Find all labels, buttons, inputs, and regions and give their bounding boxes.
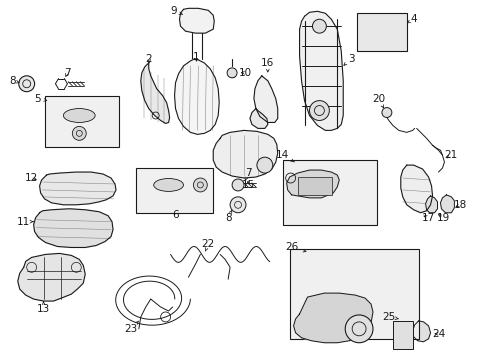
Polygon shape <box>174 59 219 134</box>
FancyBboxPatch shape <box>44 96 119 147</box>
Text: 24: 24 <box>431 329 444 339</box>
Text: 14: 14 <box>276 150 294 162</box>
FancyBboxPatch shape <box>289 249 418 339</box>
Text: 7: 7 <box>64 68 71 78</box>
Text: 20: 20 <box>372 94 385 108</box>
Text: 26: 26 <box>285 243 305 252</box>
Polygon shape <box>253 76 277 122</box>
Text: 10: 10 <box>238 68 251 78</box>
Text: 8: 8 <box>224 210 231 223</box>
Text: 1: 1 <box>193 52 199 62</box>
Polygon shape <box>179 8 214 33</box>
Circle shape <box>381 108 391 117</box>
Polygon shape <box>412 321 429 342</box>
Polygon shape <box>425 196 437 213</box>
Text: 17: 17 <box>421 213 434 223</box>
FancyBboxPatch shape <box>282 160 376 225</box>
Polygon shape <box>249 109 267 129</box>
Text: 8: 8 <box>9 76 19 86</box>
Circle shape <box>232 179 244 191</box>
Polygon shape <box>286 170 339 198</box>
Polygon shape <box>440 195 453 213</box>
Polygon shape <box>293 293 372 343</box>
Polygon shape <box>34 209 113 247</box>
Circle shape <box>312 19 325 33</box>
FancyBboxPatch shape <box>297 177 332 195</box>
FancyBboxPatch shape <box>356 13 406 51</box>
Text: 19: 19 <box>436 213 449 223</box>
Circle shape <box>345 315 372 343</box>
Polygon shape <box>40 172 116 205</box>
Circle shape <box>309 100 328 121</box>
Text: 22: 22 <box>201 239 214 251</box>
Polygon shape <box>18 253 85 301</box>
Text: 23: 23 <box>124 321 139 334</box>
Ellipse shape <box>63 109 95 122</box>
Ellipse shape <box>153 179 183 192</box>
Text: 5: 5 <box>34 94 47 104</box>
Text: 12: 12 <box>25 173 38 183</box>
FancyBboxPatch shape <box>136 168 213 213</box>
FancyBboxPatch shape <box>392 321 412 349</box>
Circle shape <box>256 157 272 173</box>
Circle shape <box>230 197 245 213</box>
Text: 2: 2 <box>145 54 152 64</box>
Circle shape <box>72 126 86 140</box>
Text: 18: 18 <box>453 200 466 210</box>
Text: 11: 11 <box>17 217 33 227</box>
Text: 16: 16 <box>261 58 274 72</box>
Circle shape <box>193 178 207 192</box>
Text: 4: 4 <box>407 14 416 24</box>
Text: 6: 6 <box>172 210 179 220</box>
Polygon shape <box>400 165 432 213</box>
Polygon shape <box>299 11 343 130</box>
Circle shape <box>226 68 237 78</box>
Text: 21: 21 <box>443 150 456 160</box>
Text: 9: 9 <box>170 6 182 16</box>
Polygon shape <box>213 130 277 178</box>
Circle shape <box>19 76 35 92</box>
Text: 7: 7 <box>244 168 251 181</box>
Polygon shape <box>141 63 169 123</box>
Text: 13: 13 <box>37 301 50 314</box>
Text: 3: 3 <box>343 54 354 65</box>
Text: 15: 15 <box>241 180 254 190</box>
Text: 25: 25 <box>382 312 398 322</box>
